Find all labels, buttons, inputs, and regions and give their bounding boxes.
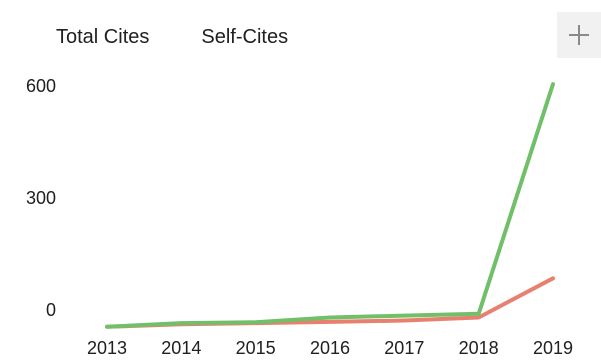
legend-self-cites[interactable]: Self-Cites	[201, 26, 289, 48]
legend: Total Cites Self-Cites	[56, 26, 288, 49]
x-tick-label: 2014	[161, 338, 201, 358]
expand-button[interactable]	[557, 12, 601, 58]
x-tick-label: 2017	[384, 338, 424, 358]
y-tick-label: 300	[26, 188, 56, 208]
series-line-total-cites	[105, 82, 555, 329]
x-tick-label: 2018	[459, 338, 499, 358]
plus-icon	[569, 25, 589, 45]
x-tick-label: 2016	[310, 338, 350, 358]
y-tick-label: 0	[46, 300, 56, 320]
x-tick-label: 2013	[87, 338, 127, 358]
x-tick-label: 2019	[533, 338, 573, 358]
legend-total-cites[interactable]: Total Cites	[56, 26, 150, 48]
x-tick-label: 2015	[236, 338, 276, 358]
y-tick-label: 600	[26, 76, 56, 96]
